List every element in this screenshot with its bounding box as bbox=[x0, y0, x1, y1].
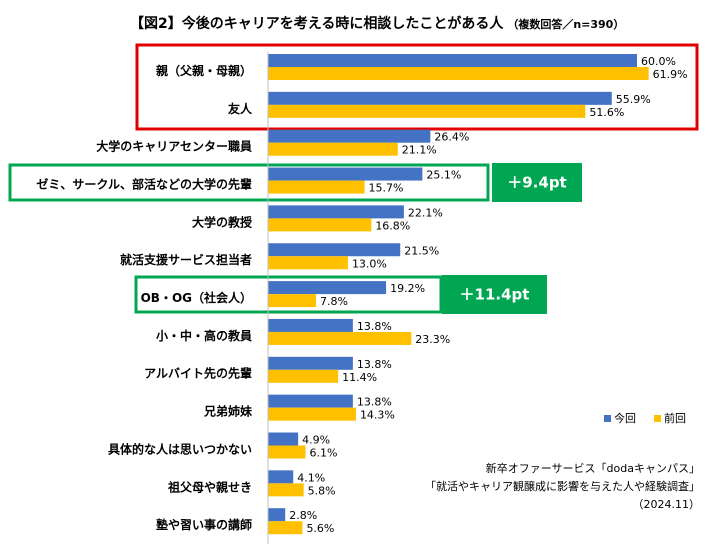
bar-current bbox=[268, 281, 387, 295]
chart-title: 【図2】今後のキャリアを考える時に相談したことがある人 （複数回答／n=390） bbox=[130, 15, 624, 32]
data-label: 21.5% bbox=[404, 244, 439, 257]
data-label: 23.3% bbox=[415, 333, 450, 346]
bar-previous bbox=[268, 521, 303, 535]
bar-current bbox=[268, 167, 423, 181]
data-label: 15.7% bbox=[369, 182, 404, 195]
bar-current bbox=[268, 91, 612, 105]
bar-current bbox=[268, 243, 401, 257]
source-line: 「就活やキャリア観醸成に影響を与えた人や経験調査」 bbox=[425, 479, 700, 493]
bar-previous bbox=[268, 483, 304, 497]
bar-previous bbox=[268, 142, 398, 156]
data-label: 6.1% bbox=[310, 447, 338, 460]
data-label: 25.1% bbox=[426, 169, 461, 182]
data-label: 13.8% bbox=[357, 396, 392, 409]
callout-text: ＋11.4pt bbox=[460, 286, 530, 304]
data-label: 51.6% bbox=[589, 106, 624, 119]
data-label: 16.8% bbox=[375, 219, 410, 232]
bar-current bbox=[268, 356, 353, 370]
category-label: アルバイト先の先輩 bbox=[144, 366, 252, 381]
data-label: 4.1% bbox=[297, 471, 325, 484]
highlight-box-green bbox=[8, 163, 490, 202]
bar-previous bbox=[268, 180, 365, 194]
data-label: 5.6% bbox=[306, 522, 334, 535]
source-note: 新卒オファーサービス「dodaキャンパス」「就活やキャリア観醸成に影響を与えた人… bbox=[425, 461, 700, 511]
bar-previous bbox=[268, 67, 649, 80]
category-label: 親（父親・母親） bbox=[156, 63, 252, 78]
bar-previous bbox=[268, 104, 586, 118]
data-label: 7.8% bbox=[320, 295, 348, 308]
callout-text: ＋9.4pt bbox=[507, 174, 566, 192]
bar-previous bbox=[268, 256, 348, 270]
data-label: 4.9% bbox=[302, 434, 330, 447]
highlight-layer: ＋9.4pt ＋11.4pt bbox=[8, 43, 699, 314]
chart-subtitle: （複数回答／n=390） bbox=[507, 17, 624, 31]
bar-current bbox=[268, 54, 637, 67]
data-label: 13.8% bbox=[357, 358, 392, 371]
legend-swatch bbox=[604, 415, 611, 422]
data-label: 22.1% bbox=[408, 206, 443, 219]
highlight-box-red bbox=[135, 43, 699, 131]
bar-current bbox=[268, 508, 286, 522]
bar-current bbox=[268, 205, 404, 219]
data-label: 13.0% bbox=[352, 257, 387, 270]
legend-swatch bbox=[654, 415, 661, 422]
bar-current bbox=[268, 318, 353, 332]
legend: 今回 前回 bbox=[604, 411, 686, 425]
data-label: 11.4% bbox=[342, 371, 377, 384]
bar-previous bbox=[268, 369, 339, 383]
category-label: 就活支援サービス担当者 bbox=[120, 252, 252, 267]
category-label: 大学の教授 bbox=[192, 214, 253, 229]
data-label: 61.9% bbox=[653, 68, 688, 81]
bar-previous bbox=[268, 294, 316, 308]
bar-current bbox=[268, 470, 294, 484]
category-label: 大学のキャリアセンター職員 bbox=[96, 139, 252, 154]
data-label: 14.3% bbox=[360, 409, 395, 422]
callout-box bbox=[442, 275, 547, 314]
highlight-box-green bbox=[134, 275, 443, 314]
bar-current bbox=[268, 432, 299, 446]
category-label: 具体的な人は思いつかない bbox=[108, 441, 252, 456]
bar-previous bbox=[268, 218, 372, 232]
data-label: 2.8% bbox=[289, 509, 317, 522]
bars-layer: 親（父親・母親） 60.0%61.9% 友人 55.9%51.6% 大学のキャリアセンタ… bbox=[36, 54, 688, 535]
category-label: 友人 bbox=[227, 101, 253, 116]
bar-current bbox=[268, 129, 431, 143]
bar-previous bbox=[268, 331, 412, 345]
bar-current bbox=[268, 394, 353, 408]
category-label: 塾や習い事の講師 bbox=[156, 517, 252, 532]
legend-label: 今回 bbox=[614, 411, 636, 425]
callout-box bbox=[492, 163, 582, 202]
data-label: 26.4% bbox=[434, 131, 469, 144]
data-label: 13.8% bbox=[357, 320, 392, 333]
category-label: OB・OG（社会人） bbox=[141, 290, 252, 305]
legend-label: 前回 bbox=[664, 411, 686, 425]
source-line: （2024.11） bbox=[633, 498, 701, 511]
source-line: 新卒オファーサービス「dodaキャンパス」 bbox=[486, 461, 700, 475]
bar-previous bbox=[268, 445, 306, 459]
category-label: 祖父母や親せき bbox=[167, 479, 252, 494]
data-label: 5.8% bbox=[308, 484, 336, 497]
category-label: 小・中・高の教員 bbox=[156, 328, 252, 343]
category-label: ゼミ、サークル、部活などの大学の先輩 bbox=[36, 176, 252, 191]
bar-previous bbox=[268, 407, 356, 421]
data-label: 55.9% bbox=[616, 93, 651, 106]
chart-title-main: 【図2】今後のキャリアを考える時に相談したことがある人 bbox=[130, 15, 504, 32]
data-label: 60.0% bbox=[641, 55, 676, 68]
data-label: 21.1% bbox=[402, 144, 437, 157]
category-label: 兄弟姉妹 bbox=[203, 404, 253, 419]
data-label: 19.2% bbox=[390, 282, 425, 295]
